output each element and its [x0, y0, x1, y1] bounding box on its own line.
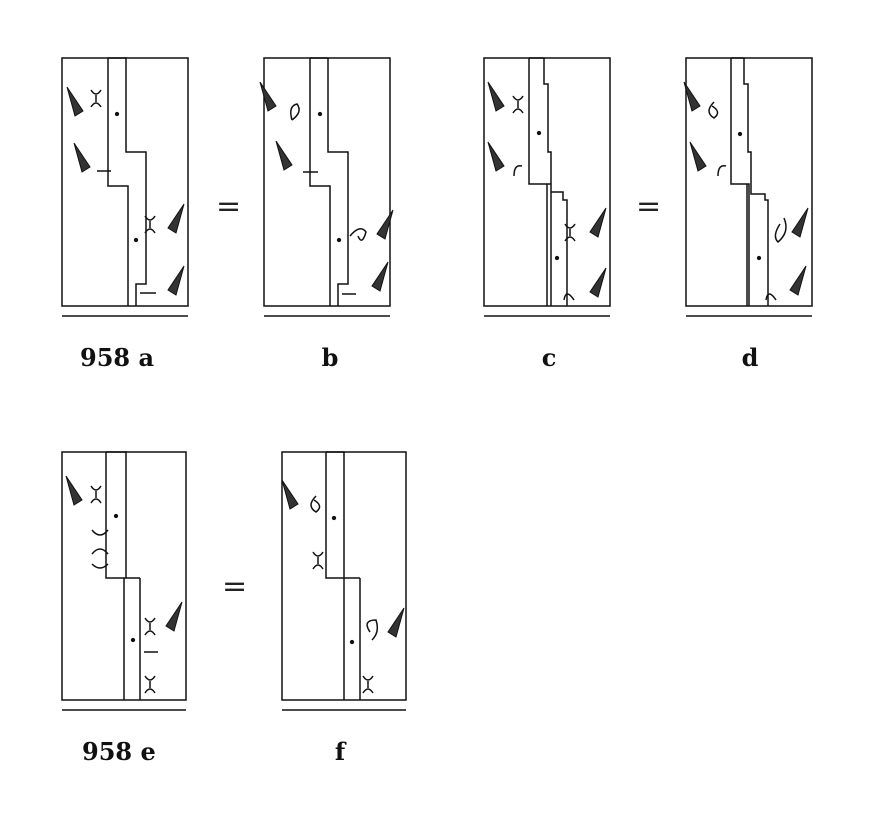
panel-a — [61, 57, 189, 317]
panel-b — [259, 57, 394, 317]
panel-f — [281, 451, 407, 711]
equals-sign: = — [636, 189, 662, 224]
caption-d: d — [741, 343, 759, 372]
caption-e: 958 e — [82, 737, 156, 766]
caption-a: 958 a — [80, 343, 155, 372]
equals-sign: = — [222, 569, 248, 604]
equals-sign: = — [216, 189, 242, 224]
panel-c — [483, 57, 611, 317]
caption-b: b — [321, 343, 339, 372]
panel-d — [683, 57, 813, 317]
caption-c: c — [541, 343, 557, 372]
caption-f: f — [334, 737, 346, 766]
panel-e — [61, 451, 187, 711]
